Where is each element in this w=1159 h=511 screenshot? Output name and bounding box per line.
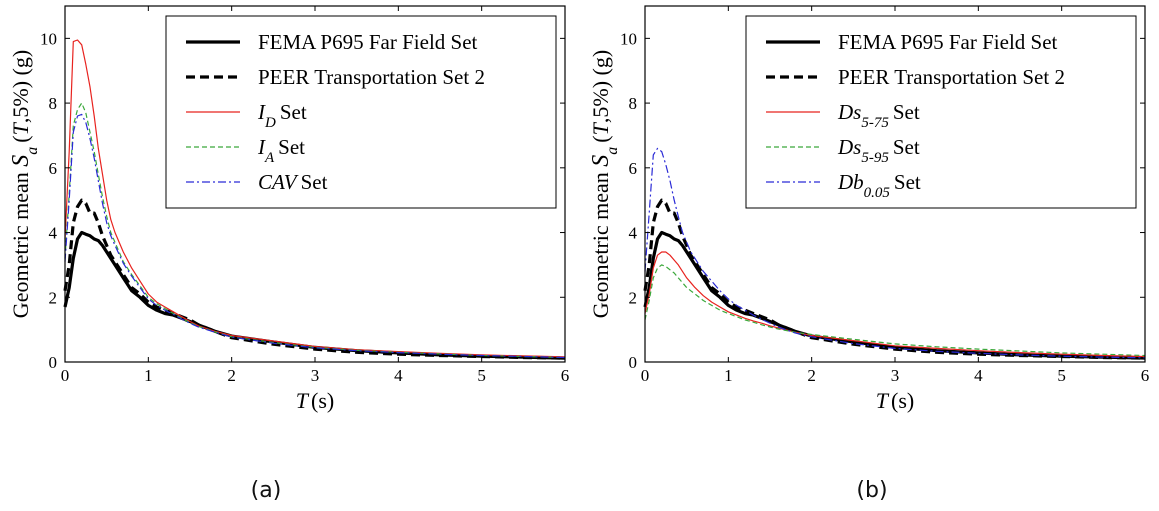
chart-panel-b: 0 1 2 3 4 5 6 0 2 4 6 8 10 T (s) Geometric mean Sa(T,5%…: [580, 0, 1159, 511]
x-tick-label-b: 5: [1057, 366, 1066, 385]
legend-label-a-2: PEER Transportation Set 2: [258, 65, 485, 89]
series-line-a-5: [64, 113, 566, 359]
y-tick-label-b: 10: [620, 29, 637, 48]
series-line-b-5: [644, 147, 1146, 359]
x-axis-label-b: T (s): [876, 388, 914, 413]
x-tick-label-a: 6: [561, 366, 570, 385]
x-tick-label-b: 3: [891, 366, 900, 385]
x-tick-label-b: 1: [724, 366, 733, 385]
legend-label-b-2: PEER Transportation Set 2: [838, 65, 1065, 89]
y-tick-label-a: 6: [49, 159, 58, 178]
legend-label-b-4: Ds5-95 Set: [837, 135, 920, 166]
series-line-b-4: [644, 264, 1146, 357]
series-line-a-4: [64, 102, 566, 359]
series-line-a-2: [63, 198, 566, 360]
series-line-b-3: [644, 251, 1146, 358]
y-axis-label-b: Geometric mean Sa(T,5%) (g): [588, 50, 621, 318]
x-tick-label-a: 1: [144, 366, 153, 385]
legend-label-a-3: ID Set: [257, 100, 307, 131]
legend-label-b-1: FEMA P695 Far Field Set: [838, 30, 1058, 54]
series-line-b-2: [643, 198, 1146, 360]
x-tick-label-a: 2: [227, 366, 236, 385]
panel-b-caption: (b): [856, 478, 888, 503]
x-tick-label-a: 3: [311, 366, 320, 385]
legend-label-a-4: IA Set: [257, 135, 305, 166]
x-axis-label-a: T (s): [296, 388, 334, 413]
y-tick-label-a: 4: [49, 224, 58, 243]
x-tick-label-b: 6: [1141, 366, 1150, 385]
chart-panel-a: 0 1 2 3 4 5 6 0 2 4 6 8 10 T (s) Geometric mean Sa(T,5%…: [8, 5, 570, 503]
chart-a-svg: 0 1 2 3 4 5 6 0 2 4 6 8 10 T (s) Geometric mean Sa(T,5%…: [8, 5, 570, 413]
y-tick-label-a: 8: [49, 94, 58, 113]
y-tick-label-b: 6: [629, 159, 638, 178]
panel-a-caption: (a): [250, 478, 282, 503]
y-tick-label-b: 2: [629, 288, 638, 307]
legend-label-a-5: CAV Set: [258, 170, 328, 194]
y-tick-label-a: 10: [40, 29, 57, 48]
y-tick-label-b: 0: [629, 353, 638, 372]
legend-label-b-5: Db0.05 Set: [837, 170, 921, 201]
x-tick-label-b: 4: [974, 366, 983, 385]
y-tick-label-b: 4: [629, 224, 638, 243]
y-tick-label-a: 0: [49, 353, 58, 372]
y-tick-label-b: 8: [629, 94, 638, 113]
x-tick-label-b: 2: [807, 366, 816, 385]
x-tick-label-a: 0: [61, 366, 70, 385]
chart-b-svg: 0 1 2 3 4 5 6 0 2 4 6 8 10 T (s) Geometric mean Sa(T,5%…: [588, 5, 1150, 413]
series-line-a-1: [63, 230, 566, 360]
x-tick-label-a: 4: [394, 366, 403, 385]
x-tick-label-b: 0: [641, 366, 650, 385]
series-line-b-1: [643, 230, 1146, 360]
legend-label-b-3: Ds5-75 Set: [837, 100, 920, 131]
y-axis-label-a: Geometric mean Sa(T,5%) (g): [8, 50, 41, 318]
legend-label-a-1: FEMA P695 Far Field Set: [258, 30, 478, 54]
x-tick-label-a: 5: [477, 366, 486, 385]
series-line-a-3: [64, 39, 566, 358]
y-tick-label-a: 2: [49, 288, 58, 307]
